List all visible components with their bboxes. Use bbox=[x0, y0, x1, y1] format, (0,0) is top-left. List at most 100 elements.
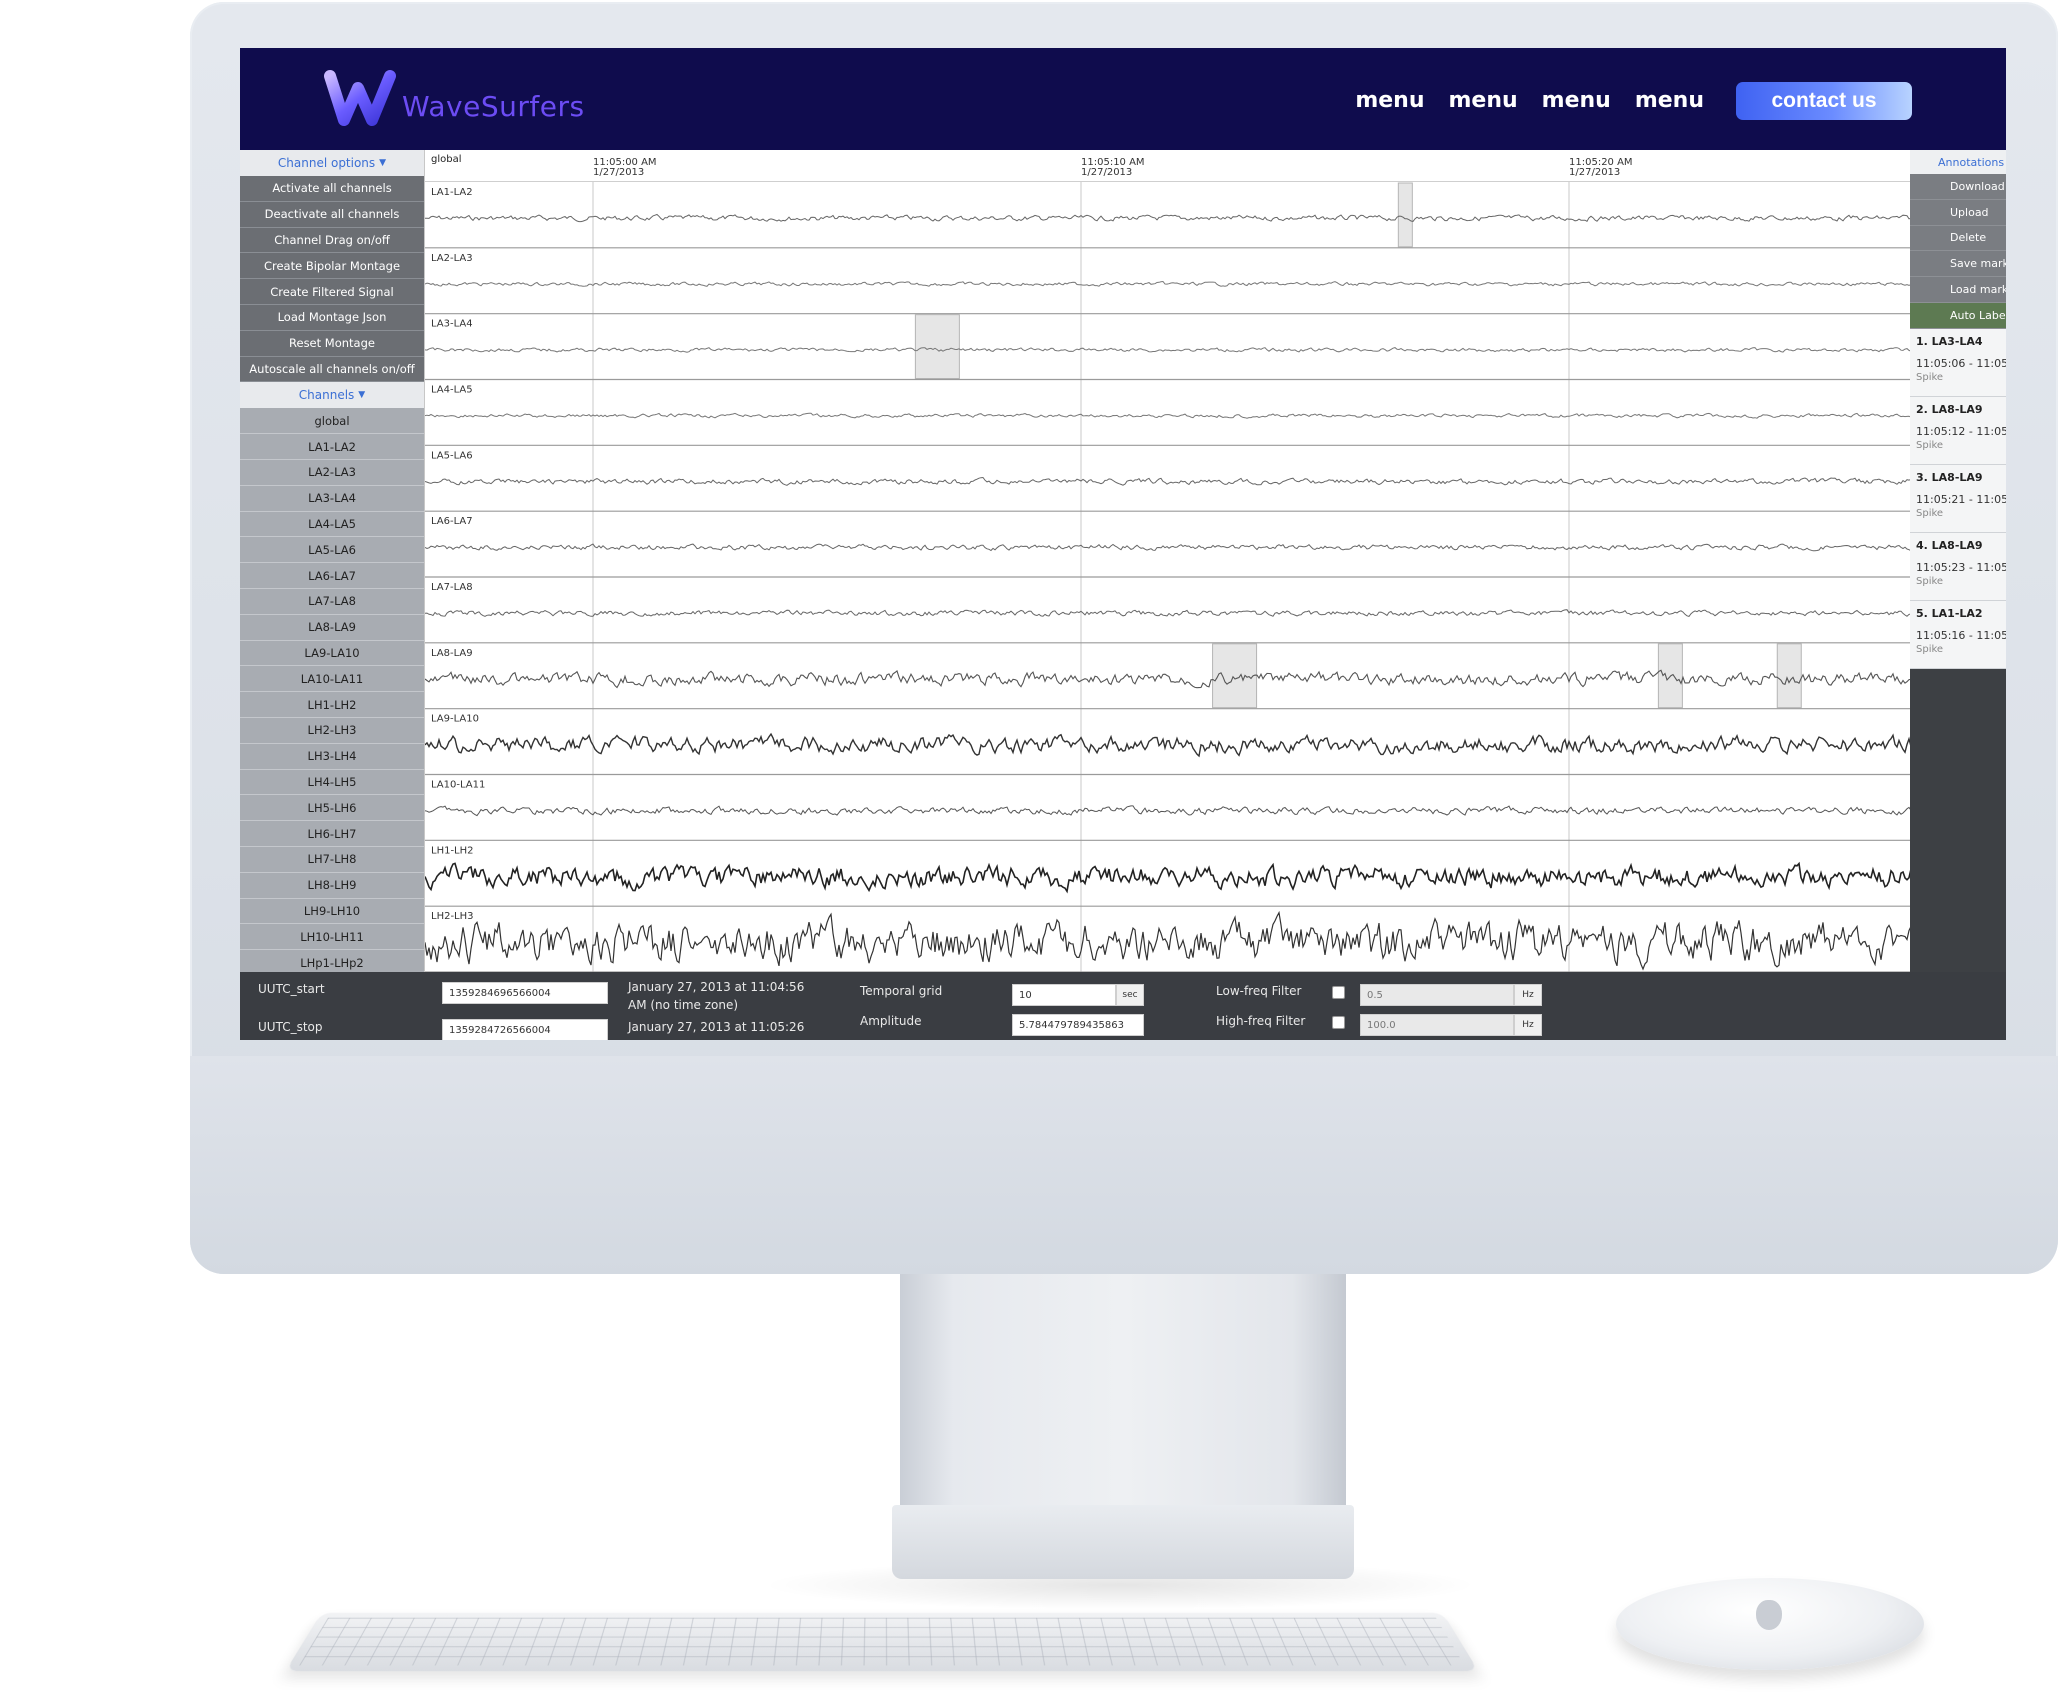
channel-item[interactable]: LH10-LH11 bbox=[240, 924, 424, 950]
channel-item[interactable]: LA2-LA3 bbox=[240, 460, 424, 486]
annotation-action-button[interactable]: Delete bbox=[1910, 226, 2006, 252]
tick-date: 1/27/2013 bbox=[1081, 168, 1145, 178]
channel-option-button[interactable]: Load Montage Json bbox=[240, 305, 424, 331]
monitor-stand-base bbox=[892, 1505, 1354, 1579]
nav-links: menu menu menu menu bbox=[1355, 88, 1704, 113]
channel-item[interactable]: global bbox=[240, 408, 424, 434]
channel-option-button[interactable]: Activate all channels bbox=[240, 176, 424, 202]
channels-list: global LA1-LA2 LA2-LA3 LA3-LA4 LA4-LA5 LA5-LA… bbox=[240, 408, 424, 976]
channel-item[interactable]: LA5-LA6 bbox=[240, 537, 424, 563]
uutc-start-input[interactable]: 1359284696566004 bbox=[442, 982, 608, 1004]
annotation-action-button[interactable]: Auto Label bbox=[1910, 303, 2006, 329]
uutc-start-label: UUTC_start bbox=[258, 982, 325, 996]
annotation-action-button[interactable]: Upload bbox=[1910, 200, 2006, 226]
lane-label: LH1-LH2 bbox=[431, 845, 474, 856]
high-freq-filter-label: High-freq Filter bbox=[1216, 1014, 1305, 1028]
signal-trace bbox=[425, 670, 1911, 687]
signal-traces[interactable]: LA1-LA2 LA2-LA3 LA3-LA4 LA4-LA5 LA5-LA6 LA6-L… bbox=[425, 182, 1911, 972]
channel-item[interactable]: LA8-LA9 bbox=[240, 615, 424, 641]
channel-option-button[interactable]: Create Bipolar Montage bbox=[240, 253, 424, 279]
lane-label: LA2-LA3 bbox=[431, 253, 473, 264]
annotation-type: Spike bbox=[1916, 372, 2006, 383]
nav-menu-3[interactable]: menu bbox=[1542, 88, 1611, 113]
temporal-grid-input[interactable]: 10 bbox=[1012, 984, 1116, 1006]
channel-item[interactable]: LH4-LH5 bbox=[240, 770, 424, 796]
channels-dropdown[interactable]: Channels ▼ bbox=[240, 382, 424, 408]
uutc-stop-input[interactable]: 1359284726566004 bbox=[442, 1019, 608, 1040]
high-freq-filter-checkbox[interactable] bbox=[1332, 1016, 1345, 1029]
channel-item[interactable]: LA3-LA4 bbox=[240, 486, 424, 512]
annotation-item[interactable]: 4. LA8-LA9 11:05:23 - 11:05 Spike bbox=[1910, 533, 2006, 601]
channel-option-button[interactable]: Deactivate all channels bbox=[240, 202, 424, 228]
channel-item[interactable]: LH6-LH7 bbox=[240, 821, 424, 847]
annotation-title: 3. LA8-LA9 bbox=[1916, 471, 2006, 484]
signal-trace bbox=[425, 544, 1911, 551]
annotation-highlight[interactable] bbox=[1777, 644, 1801, 708]
channel-item[interactable]: LH3-LH4 bbox=[240, 744, 424, 770]
channel-item[interactable]: LH5-LH6 bbox=[240, 795, 424, 821]
annotation-type: Spike bbox=[1916, 644, 2006, 655]
time-tick-label: 11:05:00 AM 1/27/2013 bbox=[593, 158, 657, 178]
channel-item[interactable]: LH9-LH10 bbox=[240, 899, 424, 925]
channel-item[interactable]: LH7-LH8 bbox=[240, 847, 424, 873]
nav-menu-2[interactable]: menu bbox=[1448, 88, 1517, 113]
annotation-item[interactable]: 3. LA8-LA9 11:05:21 - 11:05 Spike bbox=[1910, 465, 2006, 533]
high-freq-filter-input[interactable]: 100.0 bbox=[1360, 1014, 1514, 1036]
low-freq-filter-checkbox[interactable] bbox=[1332, 986, 1345, 999]
channel-item[interactable]: LA10-LA11 bbox=[240, 666, 424, 692]
annotation-action-button[interactable]: Load markers bbox=[1910, 277, 2006, 303]
nav-menu-4[interactable]: menu bbox=[1635, 88, 1704, 113]
wavesurfers-logo-icon[interactable] bbox=[324, 68, 396, 128]
channel-item[interactable]: LA1-LA2 bbox=[240, 434, 424, 460]
annotations-header[interactable]: Annotations bbox=[1910, 150, 2006, 174]
contact-us-button[interactable]: contact us bbox=[1736, 82, 1912, 120]
signal-trace bbox=[425, 215, 1911, 222]
channel-item[interactable]: LA9-LA10 bbox=[240, 641, 424, 667]
low-freq-filter-unit: Hz bbox=[1514, 984, 1542, 1006]
annotation-title: 4. LA8-LA9 bbox=[1916, 539, 2006, 552]
channel-option-button[interactable]: Autoscale all channels on/off bbox=[240, 357, 424, 383]
annotation-action-button[interactable]: Download bbox=[1910, 174, 2006, 200]
channel-item[interactable]: LH1-LH2 bbox=[240, 692, 424, 718]
annotation-highlight[interactable] bbox=[1398, 183, 1412, 247]
annotation-highlight[interactable] bbox=[1213, 644, 1257, 708]
time-tick-label: 11:05:20 AM 1/27/2013 bbox=[1569, 158, 1633, 178]
apple-logo-icon bbox=[1756, 1600, 1782, 1630]
annotation-buttons: DownloadUploadDeleteSave markersLoad mar… bbox=[1910, 174, 2006, 329]
channel-item[interactable]: LA7-LA8 bbox=[240, 589, 424, 615]
channel-item[interactable]: LA4-LA5 bbox=[240, 512, 424, 538]
channel-item[interactable]: LH8-LH9 bbox=[240, 873, 424, 899]
temporal-grid-unit: sec bbox=[1116, 984, 1144, 1006]
annotation-action-button[interactable]: Save markers bbox=[1910, 251, 2006, 277]
signal-trace bbox=[425, 348, 1911, 353]
nav-menu-1[interactable]: menu bbox=[1355, 88, 1424, 113]
lane-label: LA5-LA6 bbox=[431, 450, 473, 461]
annotation-time: 11:05:16 - 11:05 bbox=[1916, 629, 2006, 642]
channel-option-button[interactable]: Create Filtered Signal bbox=[240, 279, 424, 305]
signal-trace bbox=[425, 806, 1911, 816]
channel-item[interactable]: LA6-LA7 bbox=[240, 563, 424, 589]
amplitude-input[interactable]: 5.784479789435863 bbox=[1012, 1014, 1144, 1036]
low-freq-filter-input[interactable]: 0.5 bbox=[1360, 984, 1514, 1006]
uutc-stop-date: January 27, 2013 at 11:05:26 bbox=[628, 1020, 804, 1034]
signal-trace bbox=[425, 734, 1911, 756]
annotation-type: Spike bbox=[1916, 440, 2006, 451]
annotation-item[interactable]: 5. LA1-LA2 11:05:16 - 11:05 Spike bbox=[1910, 601, 2006, 669]
signal-lanes[interactable]: LA1-LA2 LA2-LA3 LA3-LA4 LA4-LA5 LA5-LA6 LA6-L… bbox=[425, 182, 1911, 972]
channel-options-dropdown[interactable]: Channel options ▼ bbox=[240, 150, 424, 176]
annotation-list: 1. LA3-LA4 11:05:06 - 11:05 Spike 2. LA8-LA… bbox=[1910, 329, 2006, 669]
channel-option-button[interactable]: Reset Montage bbox=[240, 331, 424, 357]
annotation-highlight[interactable] bbox=[915, 315, 959, 379]
channel-item[interactable]: LH2-LH3 bbox=[240, 718, 424, 744]
annotation-item[interactable]: 2. LA8-LA9 11:05:12 - 11:05 Spike bbox=[1910, 397, 2006, 465]
brand-name: WaveSurfers bbox=[402, 90, 585, 123]
annotation-panel: Annotations Download Upload Delete Save mar… bbox=[1910, 150, 2006, 972]
annotation-type: Spike bbox=[1916, 576, 2006, 587]
eeg-plot[interactable]: global 11:05:00 AM 1/27/2013 11:05:10 AM 1/… bbox=[424, 150, 1910, 972]
annotation-item[interactable]: 1. LA3-LA4 11:05:06 - 11:05 Spike bbox=[1910, 329, 2006, 397]
uutc-start-timezone: AM (no time zone) bbox=[628, 998, 738, 1012]
annotation-title: 2. LA8-LA9 bbox=[1916, 403, 2006, 416]
channel-option-button[interactable]: Channel Drag on/off bbox=[240, 228, 424, 254]
lane-label: LA6-LA7 bbox=[431, 516, 473, 527]
